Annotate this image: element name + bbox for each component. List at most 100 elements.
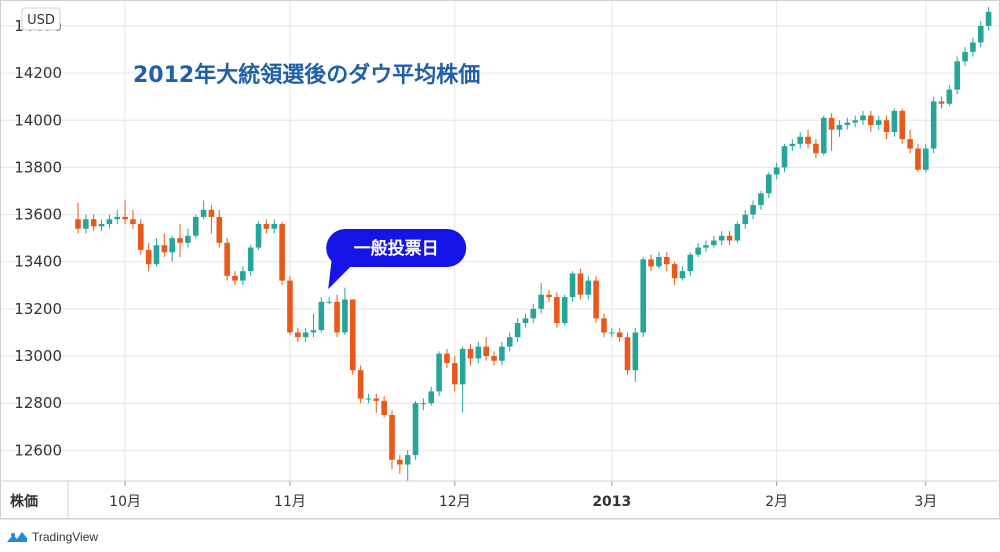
candle-body <box>208 209 215 217</box>
candle-body <box>718 235 725 241</box>
candle <box>130 209 136 229</box>
candle <box>656 252 662 269</box>
candle-body <box>444 353 450 364</box>
candle-body <box>695 247 701 255</box>
candle <box>271 219 278 234</box>
candle-body <box>412 403 419 456</box>
candle-body <box>287 280 293 333</box>
candle <box>585 275 592 300</box>
candle <box>153 238 160 267</box>
brand: TradingView <box>6 528 98 546</box>
candle-body <box>349 299 356 371</box>
candle <box>185 228 191 248</box>
candle-body <box>970 42 976 52</box>
candle <box>609 327 615 338</box>
candle-body <box>318 301 325 331</box>
candle-body <box>852 120 858 123</box>
candle <box>98 219 105 232</box>
candle <box>279 221 285 286</box>
candle-body <box>389 414 395 460</box>
candle <box>192 214 199 239</box>
candle-body <box>923 148 929 170</box>
candle <box>302 327 309 342</box>
candle <box>467 344 474 366</box>
candle <box>868 110 874 133</box>
candle <box>899 108 906 144</box>
candle <box>247 245 254 276</box>
y-tick-label: 13400 <box>14 253 62 271</box>
candle-body <box>192 216 199 236</box>
candle-body <box>962 51 968 62</box>
candle <box>200 200 207 220</box>
candle <box>758 190 764 210</box>
candle <box>255 221 262 250</box>
candle-body <box>554 297 560 324</box>
candle-body <box>153 245 160 265</box>
candle <box>83 214 89 234</box>
candle <box>805 129 811 149</box>
candle <box>742 209 749 229</box>
candle-body <box>271 223 278 229</box>
unit-label: USD <box>27 13 55 28</box>
candle-body <box>224 242 230 276</box>
candle <box>287 275 293 335</box>
candle <box>106 214 113 229</box>
candle-body <box>820 117 827 154</box>
candles <box>75 7 992 481</box>
candle-body <box>326 301 332 303</box>
y-tick-label: 13000 <box>14 347 62 365</box>
candle-body <box>609 332 615 334</box>
y-tick-label: 13600 <box>14 206 62 224</box>
y-tick-label: 13200 <box>14 300 62 318</box>
brand-name: TradingView <box>32 530 99 544</box>
candle <box>404 450 411 481</box>
candle-body <box>310 330 317 333</box>
candle-body <box>711 240 717 246</box>
candle-body <box>106 219 113 224</box>
candle <box>813 139 819 158</box>
candle-body <box>773 167 780 175</box>
candle <box>326 297 332 305</box>
candle-body <box>114 216 121 220</box>
candle-body <box>789 143 796 147</box>
candle <box>177 223 183 258</box>
candle <box>522 313 529 328</box>
candle <box>711 235 717 248</box>
candle <box>389 410 395 470</box>
candle <box>915 143 921 173</box>
candle <box>671 261 678 286</box>
candle-body <box>648 259 654 267</box>
candle <box>373 393 380 413</box>
candle <box>930 96 937 154</box>
candle-body <box>860 115 866 121</box>
callout-box <box>326 229 467 267</box>
candle-body <box>373 398 380 401</box>
candle <box>891 108 898 137</box>
candle <box>295 327 301 342</box>
candle-body <box>436 353 442 392</box>
candle-body <box>891 110 898 133</box>
candle <box>530 304 537 324</box>
x-tick-label: 3月 <box>914 494 937 510</box>
candle-body <box>954 61 960 90</box>
candle-body <box>467 348 474 359</box>
candle-body <box>734 223 741 241</box>
candle <box>734 221 741 243</box>
candle-body <box>938 101 945 104</box>
candle <box>687 252 694 276</box>
candle <box>232 271 238 286</box>
candle <box>75 202 81 234</box>
candle-body <box>200 209 207 217</box>
candle <box>428 386 435 406</box>
candle <box>946 84 953 107</box>
candle <box>459 346 466 413</box>
candle <box>444 348 450 368</box>
candle-body <box>302 332 309 338</box>
candle-body <box>295 332 301 338</box>
candle-body <box>263 223 270 229</box>
candle-body <box>279 223 285 281</box>
candle-body <box>899 110 906 140</box>
candle <box>569 271 576 302</box>
candle-body <box>915 148 921 170</box>
